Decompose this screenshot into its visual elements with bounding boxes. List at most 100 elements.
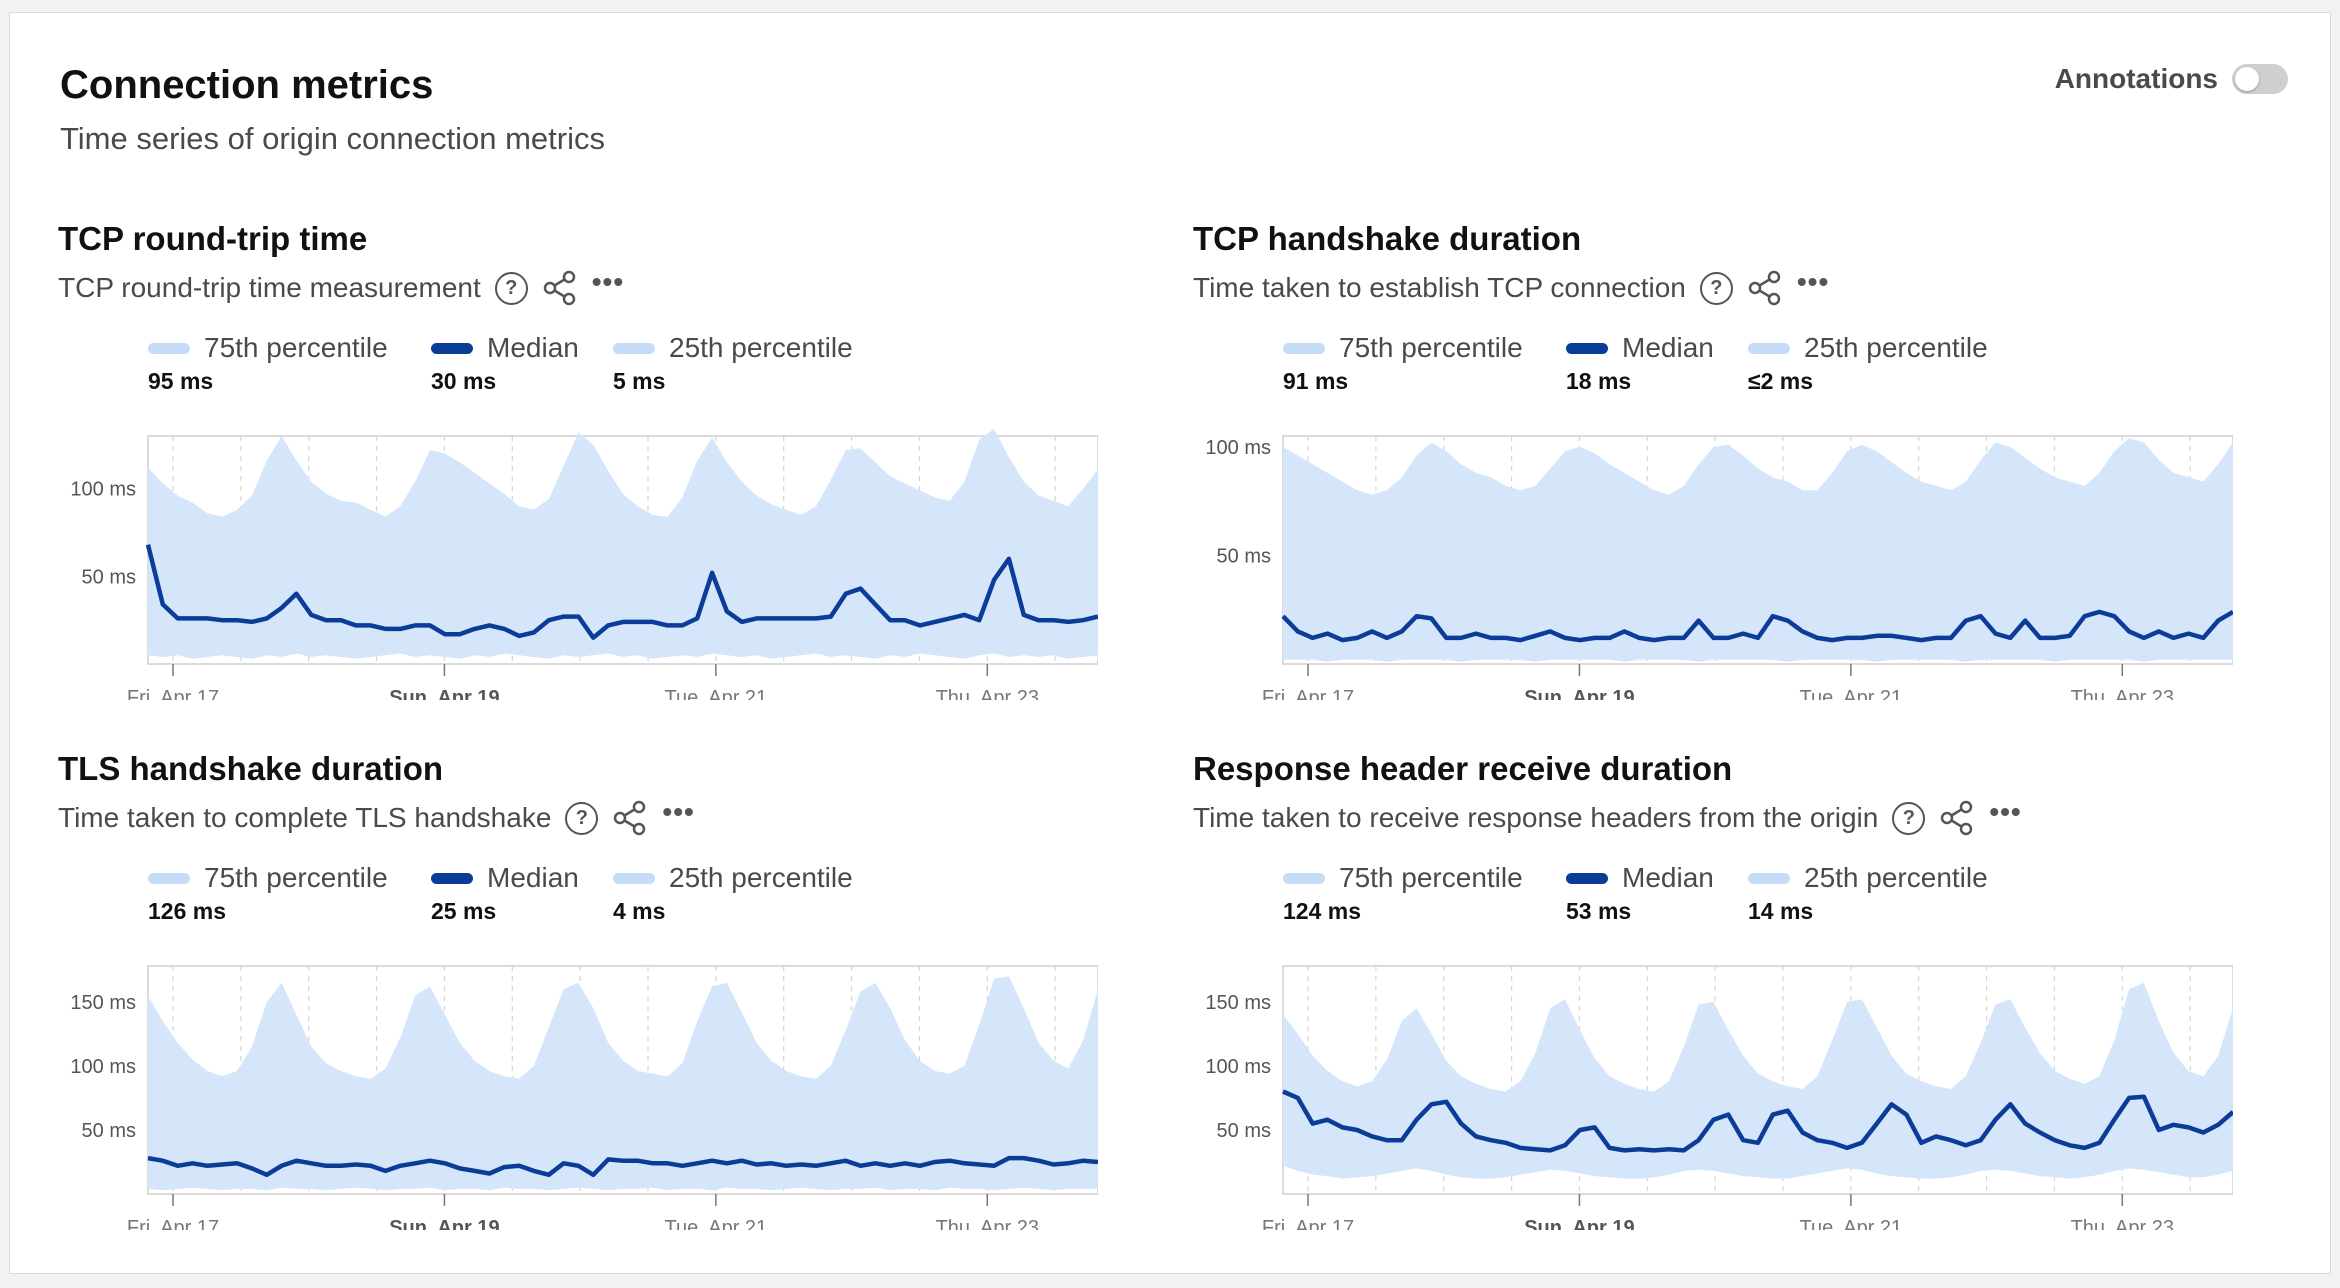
legend-label-p75: 75th percentile — [1339, 332, 1523, 363]
legend-item-median[interactable]: Median 18 ms — [1566, 332, 1714, 395]
x-tick-label: Thu, Apr 23 — [936, 687, 1039, 700]
legend-item-p25[interactable]: 25th percentile 14 ms — [1748, 862, 1988, 925]
more-icon[interactable]: ••• — [662, 796, 695, 827]
panel-subtitle-row: TCP round-trip time measurement ? ••• — [58, 266, 625, 306]
panel-subtitle-row: Time taken to receive response headers f… — [1193, 796, 2022, 836]
legend-swatch-p25 — [613, 342, 655, 354]
share-icon[interactable] — [612, 800, 648, 836]
stat-p25: 5 ms — [613, 368, 666, 394]
toggle-knob — [2235, 67, 2259, 91]
more-icon[interactable]: ••• — [591, 266, 625, 297]
metric-panel: TLS handshake duration Time taken to com… — [58, 750, 1098, 1240]
stat-median: 25 ms — [431, 898, 497, 924]
legend-label-p75: 75th percentile — [204, 332, 388, 363]
legend-item-p75[interactable]: 75th percentile 124 ms — [1283, 862, 1523, 925]
y-tick-label: 50 ms — [1217, 1120, 1271, 1142]
chart-legend: 75th percentile 126 ms Median 25 ms 25th… — [148, 862, 1048, 932]
panel-title: TCP round-trip time — [58, 220, 368, 257]
stat-median: 18 ms — [1566, 368, 1632, 394]
legend-item-median[interactable]: Median 30 ms — [431, 332, 579, 395]
legend-swatch-p25 — [1748, 342, 1790, 354]
legend-swatch-p25 — [1748, 872, 1790, 884]
x-tick-label: Sun, Apr 19 — [1524, 687, 1634, 700]
legend-item-p25[interactable]: 25th percentile ≤2 ms — [1748, 332, 1988, 395]
panel-subtitle: Time taken to complete TLS handshake — [58, 802, 552, 833]
metric-panel: TCP round-trip time TCP round-trip time … — [58, 220, 1098, 710]
chart-legend: 75th percentile 124 ms Median 53 ms 25th… — [1283, 862, 2183, 932]
panel-subtitle: TCP round-trip time measurement — [58, 272, 481, 303]
chart-legend: 75th percentile 95 ms Median 30 ms 25th … — [148, 332, 1048, 402]
series-median-line — [147, 1155, 1098, 1178]
annotations-label: Annotations — [2054, 63, 2218, 94]
panel-subtitle-row: Time taken to establish TCP connection ?… — [1193, 266, 1830, 306]
share-icon[interactable] — [1939, 800, 1975, 836]
legend-label-p25: 25th percentile — [669, 332, 853, 363]
stat-p25: 14 ms — [1748, 898, 1814, 924]
y-tick-label: 100 ms — [1205, 1056, 1271, 1078]
y-tick-label: 50 ms — [82, 1120, 136, 1142]
legend-swatch-p25 — [613, 872, 655, 884]
series-percentile-band — [148, 429, 1098, 659]
panel-title: Response header receive duration — [1193, 750, 1733, 787]
time-series-chart[interactable]: 50 ms 100 ms Fri, Apr 17 Sun, Apr 19 Tue, Ap… — [1193, 410, 2233, 700]
x-tick-label: Fri, Apr 17 — [1262, 1217, 1354, 1230]
y-tick-label: 150 ms — [1205, 992, 1271, 1014]
legend-item-p25[interactable]: 25th percentile 4 ms — [613, 862, 853, 925]
annotations-toggle[interactable] — [2232, 64, 2288, 94]
x-tick-label: Fri, Apr 17 — [1262, 687, 1354, 700]
legend-item-p75[interactable]: 75th percentile 95 ms — [148, 332, 388, 395]
x-tick-label: Sun, Apr 19 — [389, 1217, 499, 1230]
x-tick-label: Thu, Apr 23 — [2071, 687, 2174, 700]
x-tick-label: Thu, Apr 23 — [2071, 1217, 2174, 1230]
x-tick-label: Thu, Apr 23 — [936, 1217, 1039, 1230]
legend-swatch-p75 — [148, 342, 190, 354]
legend-item-median[interactable]: Median 53 ms — [1566, 862, 1714, 925]
legend-swatch-median — [431, 872, 473, 884]
metric-panel: TCP handshake duration Time taken to est… — [1193, 220, 2233, 710]
help-circle-icon[interactable]: ? — [1892, 801, 1926, 835]
help-circle-icon[interactable]: ? — [565, 801, 599, 835]
y-tick-label: 150 ms — [70, 992, 136, 1014]
x-tick-label: Sun, Apr 19 — [1524, 1217, 1634, 1230]
stat-p25: ≤2 ms — [1748, 368, 1814, 394]
series-median-line — [1282, 1089, 2233, 1153]
more-icon[interactable]: ••• — [1796, 266, 1830, 297]
chart-legend: 75th percentile 91 ms Median 18 ms 25th … — [1283, 332, 2183, 402]
legend-label-median: Median — [1622, 332, 1714, 363]
legend-item-p75[interactable]: 75th percentile 91 ms — [1283, 332, 1523, 395]
series-percentile-band — [1283, 982, 2233, 1179]
annotations-control: Annotations — [2055, 63, 2288, 95]
x-tick-label: Fri, Apr 17 — [127, 1217, 219, 1230]
legend-item-p25[interactable]: 25th percentile 5 ms — [613, 332, 853, 395]
series-percentile-band — [1283, 438, 2233, 662]
time-series-chart[interactable]: 50 ms 100 ms Fri, Apr 17 Sun, Apr 19 Tue, Ap… — [58, 410, 1098, 700]
stat-p75: 91 ms — [1283, 368, 1349, 394]
x-tick-label: Tue, Apr 21 — [665, 687, 768, 700]
legend-label-p25: 25th percentile — [669, 862, 853, 893]
help-circle-icon[interactable]: ? — [1699, 271, 1733, 305]
panel-subtitle-row: Time taken to complete TLS handshake ? •… — [58, 796, 695, 836]
legend-item-median[interactable]: Median 25 ms — [431, 862, 579, 925]
more-icon[interactable]: ••• — [1989, 796, 2022, 827]
stat-p75: 126 ms — [148, 898, 227, 924]
x-tick-label: Fri, Apr 17 — [127, 687, 219, 700]
legend-item-p75[interactable]: 75th percentile 126 ms — [148, 862, 388, 925]
stat-p75: 124 ms — [1283, 898, 1362, 924]
panel-title: TCP handshake duration — [1193, 220, 1582, 257]
panel-title: TLS handshake duration — [58, 750, 444, 787]
help-circle-icon[interactable]: ? — [494, 271, 528, 305]
x-tick-label: Sun, Apr 19 — [389, 687, 499, 700]
share-icon[interactable] — [542, 270, 578, 306]
legend-label-median: Median — [1622, 862, 1714, 893]
time-series-chart[interactable]: 50 ms 100 ms 150 ms Fri, Apr 17 Sun, Apr 19 T… — [1193, 940, 2233, 1230]
metric-panel: Response header receive duration Time ta… — [1193, 750, 2233, 1240]
stat-p25: 4 ms — [613, 898, 666, 924]
panel-subtitle: Time taken to receive response headers f… — [1193, 802, 1879, 833]
time-series-chart[interactable]: 50 ms 100 ms 150 ms Fri, Apr 17 Sun, Apr 19 T… — [58, 940, 1098, 1230]
legend-label-p25: 25th percentile — [1804, 332, 1988, 363]
share-icon[interactable] — [1747, 270, 1783, 306]
legend-swatch-median — [1566, 342, 1608, 354]
series-median-line — [145, 544, 1098, 640]
legend-label-p75: 75th percentile — [204, 862, 388, 893]
legend-label-p25: 25th percentile — [1804, 862, 1988, 893]
